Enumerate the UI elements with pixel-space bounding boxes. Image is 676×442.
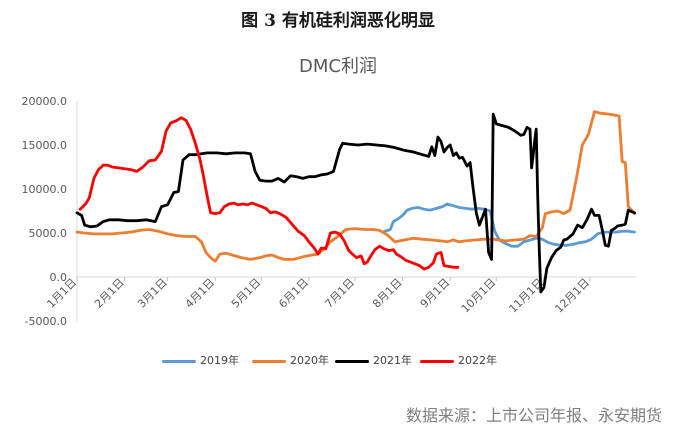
- figure-title: 图 3 有机硅利润恶化明显: [241, 11, 435, 31]
- legend-swatch: [335, 359, 369, 363]
- series-line: [75, 112, 636, 294]
- x-tick-label: 10月1日: [459, 276, 499, 316]
- series-line: [75, 110, 636, 263]
- legend-item: 2020年: [252, 352, 329, 368]
- legend-swatch: [162, 359, 196, 363]
- legend-item: 2019年: [162, 352, 239, 368]
- x-tick-label: 8月1日: [370, 276, 405, 311]
- y-tick-label: 10000.0: [22, 183, 68, 196]
- y-tick-label: 20000.0: [22, 95, 68, 108]
- y-tick-label: 0.0: [50, 271, 68, 284]
- legend-label: 2020年: [290, 354, 329, 367]
- y-tick-label: 15000.0: [22, 139, 68, 152]
- chart-legend: 2019年 2020年 2021年 2022年: [0, 352, 676, 368]
- legend-swatch: [420, 359, 454, 363]
- legend-label: 2019年: [200, 354, 239, 367]
- x-tick-label: 6月1日: [276, 276, 311, 311]
- y-tick-label: -5000.0: [25, 315, 67, 328]
- x-tick-label: 3月1日: [135, 276, 170, 311]
- legend-swatch: [252, 359, 286, 363]
- x-tick-label: 12月1日: [552, 276, 592, 316]
- series-line: [78, 116, 460, 271]
- x-tick-label: 2月1日: [92, 276, 127, 311]
- source-note: 数据来源：上市公司年报、永安期货: [405, 406, 662, 425]
- chart-series: [75, 110, 636, 294]
- chart-axes: -5000.00.05000.010000.015000.020000.01月1…: [22, 95, 636, 328]
- x-tick-label: 4月1日: [183, 276, 218, 311]
- legend-label: 2022年: [458, 354, 497, 367]
- x-tick-label: 5月1日: [229, 276, 264, 311]
- legend-item: 2021年: [335, 352, 412, 368]
- chart-title: DMC利润: [299, 56, 377, 77]
- legend-label: 2021年: [373, 354, 412, 367]
- x-tick-label: 9月1日: [418, 276, 453, 311]
- x-tick-label: 7月1日: [322, 276, 357, 311]
- legend-item: 2022年: [420, 352, 497, 368]
- y-tick-label: 5000.0: [29, 227, 68, 240]
